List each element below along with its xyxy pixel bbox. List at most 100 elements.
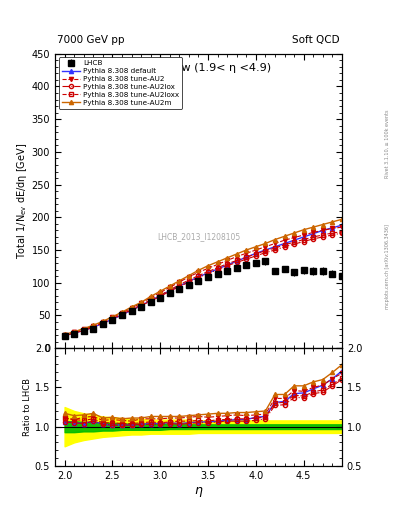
Pythia 8.308 tune-AU2lox — [148, 298, 153, 304]
Pythia 8.308 tune-AU2m — [81, 326, 86, 332]
Pythia 8.308 tune-AU2loxx — [225, 261, 230, 267]
Pythia 8.308 tune-AU2 — [148, 295, 153, 301]
Pythia 8.308 tune-AU2 — [196, 269, 201, 275]
Pythia 8.308 tune-AU2loxx — [110, 315, 115, 322]
Pythia 8.308 tune-AU2lox — [139, 303, 143, 309]
Pythia 8.308 tune-AU2loxx — [167, 287, 172, 293]
Pythia 8.308 tune-AU2m — [62, 331, 67, 337]
Text: LHCB_2013_I1208105: LHCB_2013_I1208105 — [157, 232, 240, 241]
Pythia 8.308 tune-AU2m — [158, 288, 163, 294]
Pythia 8.308 tune-AU2lox — [263, 249, 268, 255]
Pythia 8.308 tune-AU2m — [91, 322, 95, 328]
Pythia 8.308 tune-AU2m — [148, 293, 153, 300]
Pythia 8.308 tune-AU2 — [81, 326, 86, 332]
Pythia 8.308 default — [187, 279, 191, 285]
Pythia 8.308 tune-AU2m — [253, 244, 258, 250]
Pythia 8.308 default — [234, 258, 239, 264]
Text: Energy flow (1.9< η <4.9): Energy flow (1.9< η <4.9) — [125, 62, 272, 73]
Pythia 8.308 tune-AU2lox — [292, 241, 296, 247]
Pythia 8.308 tune-AU2loxx — [196, 272, 201, 279]
Pythia 8.308 tune-AU2lox — [62, 333, 67, 339]
Pythia 8.308 default — [91, 324, 95, 330]
Pythia 8.308 tune-AU2loxx — [234, 258, 239, 264]
Pythia 8.308 tune-AU2loxx — [282, 242, 287, 248]
Pythia 8.308 tune-AU2loxx — [340, 229, 344, 235]
Pythia 8.308 tune-AU2lox — [196, 274, 201, 281]
Pythia 8.308 tune-AU2loxx — [81, 327, 86, 333]
Pythia 8.308 tune-AU2lox — [187, 279, 191, 285]
Pythia 8.308 tune-AU2m — [282, 233, 287, 240]
X-axis label: η: η — [195, 483, 202, 497]
Pythia 8.308 tune-AU2loxx — [301, 237, 306, 243]
Pythia 8.308 tune-AU2m — [340, 216, 344, 222]
Pythia 8.308 tune-AU2 — [225, 258, 230, 264]
Pythia 8.308 tune-AU2loxx — [273, 245, 277, 251]
Pythia 8.308 tune-AU2 — [187, 274, 191, 280]
Pythia 8.308 default — [167, 288, 172, 294]
Pythia 8.308 tune-AU2lox — [158, 293, 163, 300]
Pythia 8.308 tune-AU2lox — [253, 253, 258, 259]
Pythia 8.308 tune-AU2loxx — [91, 324, 95, 330]
Line: Pythia 8.308 tune-AU2m: Pythia 8.308 tune-AU2m — [62, 217, 344, 336]
Pythia 8.308 default — [225, 262, 230, 268]
Pythia 8.308 tune-AU2 — [244, 250, 249, 257]
Pythia 8.308 tune-AU2m — [119, 309, 124, 315]
Pythia 8.308 tune-AU2loxx — [311, 234, 316, 240]
Pythia 8.308 tune-AU2lox — [101, 320, 105, 326]
Pythia 8.308 tune-AU2m — [301, 227, 306, 233]
Text: 7000 GeV pp: 7000 GeV pp — [57, 35, 125, 45]
Pythia 8.308 default — [282, 241, 287, 247]
Line: Pythia 8.308 default: Pythia 8.308 default — [62, 223, 344, 338]
Pythia 8.308 tune-AU2lox — [129, 307, 134, 313]
Pythia 8.308 tune-AU2loxx — [129, 307, 134, 313]
Pythia 8.308 tune-AU2loxx — [330, 230, 335, 236]
Pythia 8.308 tune-AU2m — [129, 304, 134, 310]
Pythia 8.308 tune-AU2 — [263, 244, 268, 250]
Pythia 8.308 tune-AU2lox — [81, 328, 86, 334]
Pythia 8.308 tune-AU2m — [273, 237, 277, 243]
Pythia 8.308 tune-AU2m — [196, 267, 201, 273]
Pythia 8.308 tune-AU2 — [110, 314, 115, 321]
Pythia 8.308 tune-AU2lox — [91, 324, 95, 330]
Pythia 8.308 tune-AU2loxx — [119, 311, 124, 317]
Pythia 8.308 tune-AU2 — [177, 279, 182, 285]
Pythia 8.308 tune-AU2m — [225, 255, 230, 261]
Pythia 8.308 default — [158, 293, 163, 299]
Pythia 8.308 tune-AU2lox — [273, 247, 277, 253]
Pythia 8.308 default — [101, 320, 105, 326]
Pythia 8.308 tune-AU2m — [215, 259, 220, 265]
Pythia 8.308 tune-AU2m — [177, 278, 182, 284]
Pythia 8.308 tune-AU2 — [282, 237, 287, 243]
Pythia 8.308 tune-AU2m — [244, 247, 249, 253]
Pythia 8.308 tune-AU2loxx — [101, 319, 105, 326]
Pythia 8.308 tune-AU2loxx — [187, 277, 191, 283]
Pythia 8.308 tune-AU2 — [234, 253, 239, 260]
Pythia 8.308 default — [110, 316, 115, 323]
Pythia 8.308 tune-AU2 — [292, 234, 296, 241]
Pythia 8.308 default — [311, 230, 316, 237]
Pythia 8.308 tune-AU2loxx — [177, 282, 182, 288]
Pythia 8.308 tune-AU2m — [72, 329, 77, 335]
Pythia 8.308 tune-AU2loxx — [263, 248, 268, 254]
Legend: LHCB, Pythia 8.308 default, Pythia 8.308 tune-AU2, Pythia 8.308 tune-AU2lox, Pyt: LHCB, Pythia 8.308 default, Pythia 8.308… — [59, 57, 182, 109]
Y-axis label: Ratio to LHCB: Ratio to LHCB — [23, 378, 32, 436]
Text: Soft QCD: Soft QCD — [292, 35, 340, 45]
Pythia 8.308 default — [62, 333, 67, 339]
Pythia 8.308 tune-AU2 — [311, 229, 316, 236]
Pythia 8.308 default — [292, 237, 296, 243]
Pythia 8.308 tune-AU2lox — [215, 267, 220, 273]
Pythia 8.308 tune-AU2loxx — [244, 254, 249, 260]
Pythia 8.308 tune-AU2lox — [167, 288, 172, 294]
Pythia 8.308 tune-AU2loxx — [72, 329, 77, 335]
Pythia 8.308 default — [263, 247, 268, 253]
Pythia 8.308 default — [330, 225, 335, 231]
Pythia 8.308 tune-AU2 — [129, 305, 134, 311]
Pythia 8.308 tune-AU2 — [119, 310, 124, 316]
Pythia 8.308 default — [177, 283, 182, 289]
Pythia 8.308 tune-AU2lox — [234, 260, 239, 266]
Pythia 8.308 tune-AU2m — [311, 224, 316, 230]
Pythia 8.308 tune-AU2lox — [206, 270, 210, 276]
Pythia 8.308 default — [273, 244, 277, 250]
Pythia 8.308 tune-AU2 — [206, 265, 210, 271]
Text: mcplots.cern.ch [arXiv:1306.3436]: mcplots.cern.ch [arXiv:1306.3436] — [385, 224, 389, 309]
